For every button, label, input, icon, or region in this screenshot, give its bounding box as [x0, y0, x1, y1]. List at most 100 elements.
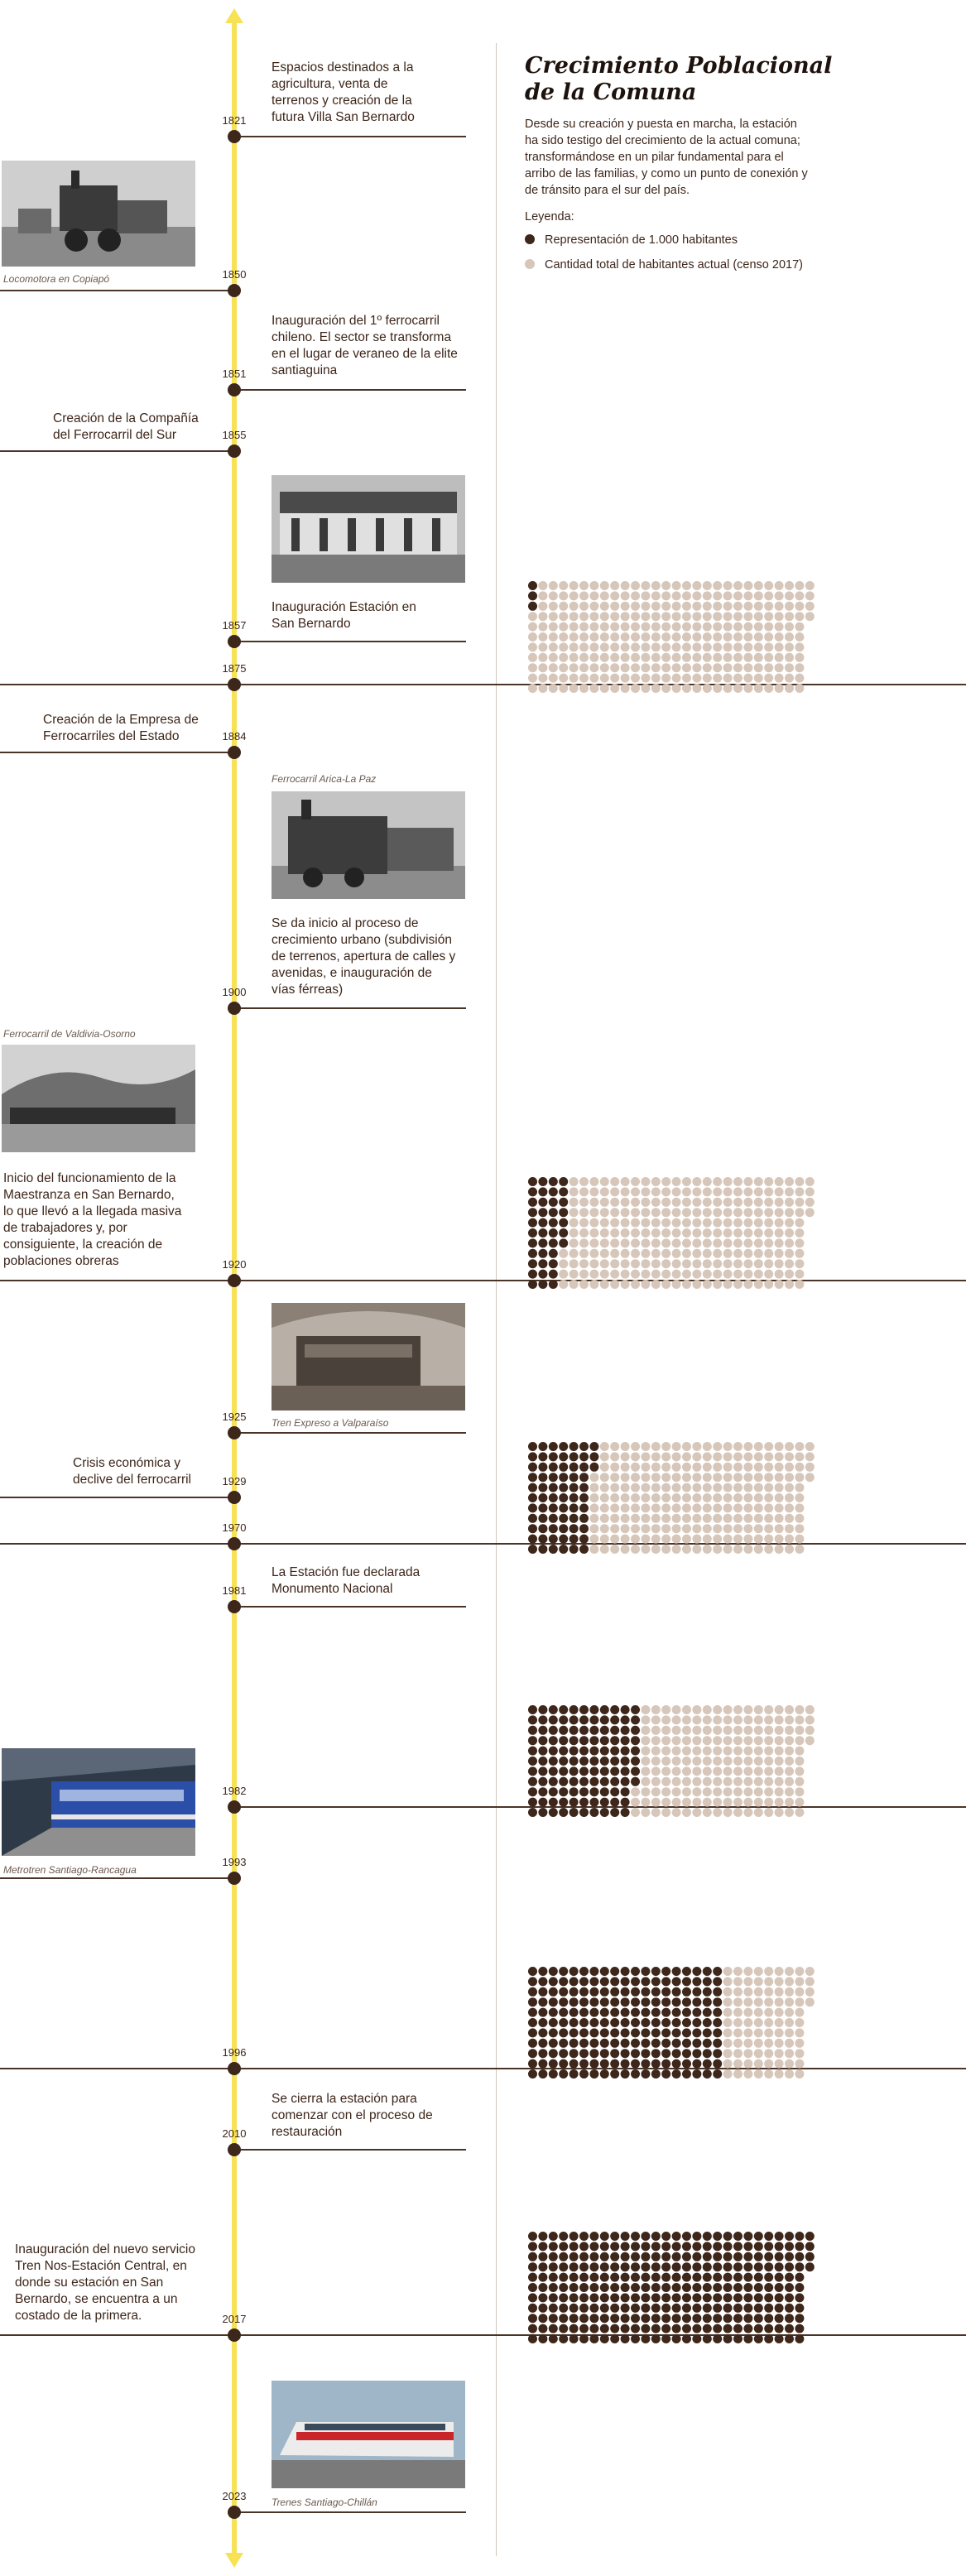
waffle-dot-filled: [610, 2018, 620, 2027]
timeline-node: [228, 1002, 241, 1015]
waffle-dot-empty: [753, 1776, 763, 1786]
waffle-dot-filled: [620, 2272, 630, 2282]
waffle-dot-filled: [538, 1483, 548, 1492]
waffle-dot-empty: [733, 1797, 743, 1807]
waffle-dot-filled: [620, 1808, 630, 1817]
waffle-dot-empty: [795, 1967, 805, 1976]
waffle-dot-filled: [569, 2242, 579, 2252]
waffle-dot-empty: [620, 1238, 630, 1248]
waffle-dot-empty: [753, 1218, 763, 1228]
event-text-2010: Se cierra la estación para comenzar con …: [272, 2092, 433, 2139]
waffle-dot-empty: [723, 2038, 733, 2048]
waffle-dot-filled: [671, 2069, 681, 2079]
waffle-dot-empty: [692, 1218, 702, 1228]
waffle-dot-filled: [702, 2038, 712, 2048]
timeline-node: [228, 130, 241, 143]
waffle-dot-filled: [569, 2252, 579, 2261]
waffle-dot-empty: [743, 612, 753, 622]
waffle-dot-empty: [620, 1218, 630, 1228]
waffle-svg: [528, 2232, 815, 2343]
waffle-dot-filled: [579, 1997, 589, 2007]
waffle-dot-empty: [702, 1746, 712, 1756]
waffle-dot-filled: [559, 1715, 569, 1725]
waffle-dot-filled: [538, 2007, 548, 2017]
year-label: 1855: [222, 429, 247, 441]
event-line: [234, 136, 466, 137]
waffle-dot-filled: [579, 2314, 589, 2324]
waffle-dot-filled: [610, 2272, 620, 2282]
waffle-dot-filled: [579, 2232, 589, 2241]
waffle-dot-filled: [620, 1776, 630, 1786]
waffle-dot-empty: [753, 1462, 763, 1472]
waffle-dot-empty: [610, 1280, 620, 1289]
waffle-dot-empty: [713, 612, 723, 622]
waffle-dot-empty: [753, 1524, 763, 1534]
waffle-dot-empty: [599, 642, 609, 652]
waffle-dot-empty: [610, 1177, 620, 1186]
waffle-dot-empty: [641, 1259, 651, 1269]
waffle-dot-filled: [579, 2293, 589, 2303]
waffle-svg: [528, 1442, 815, 1554]
waffle-dot-empty: [733, 1705, 743, 1714]
waffle-dot-filled: [764, 2283, 774, 2292]
waffle-dot-filled: [631, 1715, 640, 1725]
waffle-dot-filled: [528, 2283, 537, 2292]
waffle-dot-filled: [620, 2242, 630, 2252]
waffle-dot-empty: [753, 1757, 763, 1766]
waffle-dot-empty: [764, 1705, 774, 1714]
waffle-dot-filled: [559, 2028, 569, 2038]
waffle-dot-filled: [538, 2272, 548, 2282]
waffle-dot-filled: [548, 1766, 558, 1776]
waffle-dot-empty: [764, 1197, 774, 1207]
waffle-dot-empty: [528, 684, 537, 693]
waffle-dot-empty: [641, 601, 651, 611]
waffle-dot-empty: [631, 1238, 640, 1248]
waffle-dot-empty: [723, 1503, 733, 1513]
waffle-dot-filled: [538, 1177, 548, 1186]
waffle-dot-empty: [785, 1228, 794, 1238]
waffle-dot-empty: [692, 601, 702, 611]
waffle-dot-empty: [785, 591, 794, 601]
waffle-dot-empty: [682, 1462, 691, 1472]
waffle-dot-empty: [743, 2038, 753, 2048]
waffle-dot-empty: [641, 1269, 651, 1279]
waffle-dot-empty: [785, 1513, 794, 1523]
waffle-dot-empty: [713, 1493, 723, 1502]
waffle-dot-empty: [559, 684, 569, 693]
waffle-dot-filled: [610, 1977, 620, 1987]
timeline-arrow-down-icon: [225, 2553, 243, 2568]
filled-dot-icon: [525, 234, 535, 244]
waffle-dot-empty: [785, 1776, 794, 1786]
waffle-dot-empty: [682, 1248, 691, 1258]
timeline-node: [228, 2506, 241, 2519]
waffle-dot-filled: [631, 1725, 640, 1735]
waffle-dot-filled: [713, 2069, 723, 2079]
waffle-dot-filled: [610, 1757, 620, 1766]
waffle-dot-filled: [569, 1483, 579, 1492]
waffle-dot-empty: [774, 1736, 784, 1746]
waffle-dot-filled: [548, 1187, 558, 1197]
waffle-dot-filled: [599, 2303, 609, 2313]
waffle-dot-empty: [671, 1725, 681, 1735]
waffle-dot-filled: [702, 2283, 712, 2292]
waffle-dot-empty: [651, 1503, 661, 1513]
waffle-dot-filled: [528, 2272, 537, 2282]
waffle-dot-empty: [692, 1462, 702, 1472]
waffle-dot-filled: [671, 2232, 681, 2241]
waffle-dot-filled: [661, 2314, 671, 2324]
waffle-dot-empty: [589, 1493, 599, 1502]
waffle-dot-filled: [671, 1967, 681, 1976]
waffle-dot-filled: [528, 1715, 537, 1725]
waffle-dot-empty: [671, 673, 681, 683]
waffle-dot-empty: [631, 1808, 640, 1817]
waffle-dot-empty: [579, 652, 589, 662]
waffle-dot-empty: [723, 1977, 733, 1987]
waffle-dot-empty: [631, 1228, 640, 1238]
waffle-dot-filled: [559, 1177, 569, 1186]
waffle-dot-empty: [764, 1545, 774, 1554]
waffle-dot-empty: [774, 1248, 784, 1258]
waffle-dot-empty: [641, 1208, 651, 1218]
waffle-dot-empty: [631, 1208, 640, 1218]
waffle-dot-filled: [692, 2049, 702, 2059]
waffle-dot-filled: [692, 2018, 702, 2027]
